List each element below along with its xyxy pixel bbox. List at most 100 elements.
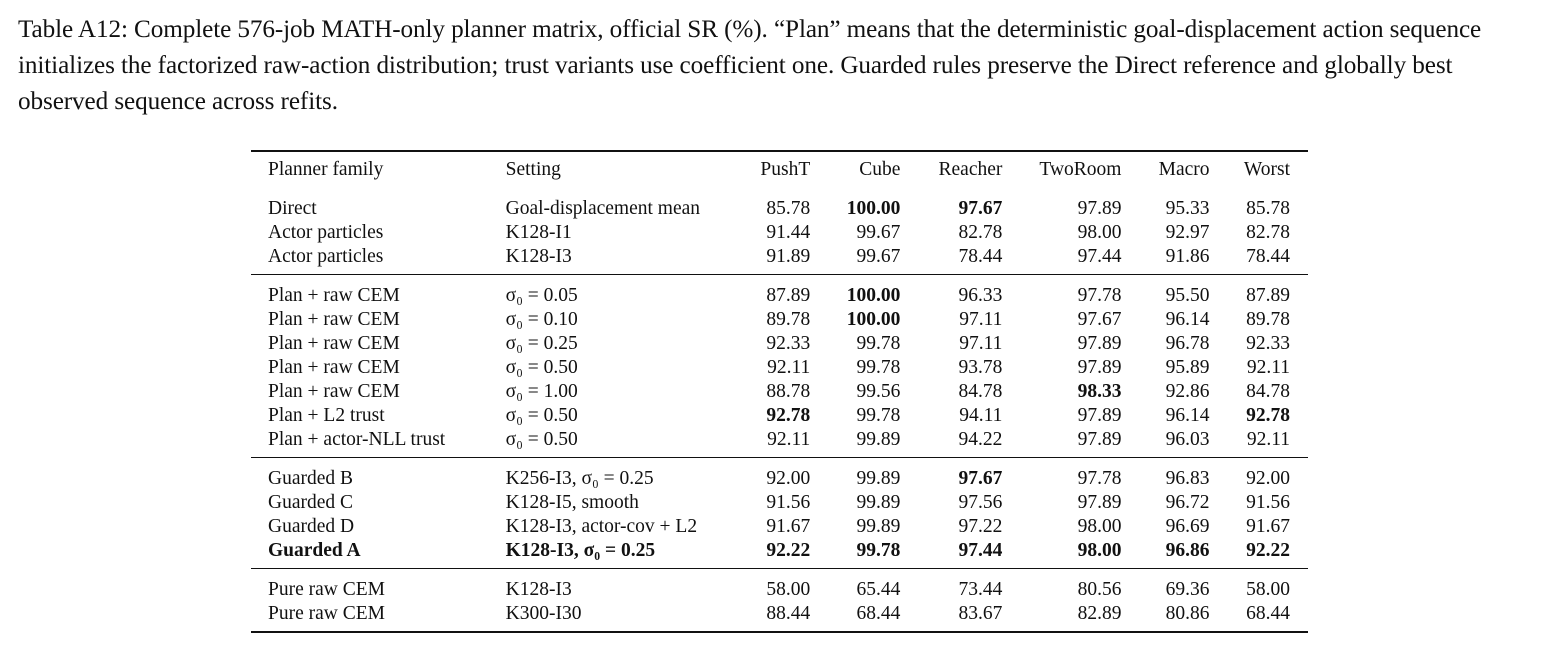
cell-tworoom: 97.89	[1077, 333, 1122, 354]
cell-planner-family: Plan + L2 trust	[268, 405, 385, 426]
cell-tworoom: 97.89	[1077, 405, 1122, 426]
table-header-row: Planner family Setting PushT Cube Reache…	[251, 151, 1308, 188]
table-row: Direct Goal-displacement mean 85.78 100.00 9…	[251, 188, 1308, 221]
cell-reacher: 96.33	[900, 274, 1003, 308]
cell-tworoom: 97.89	[1077, 357, 1122, 378]
cell-tworoom: 98.00	[1077, 516, 1122, 537]
cell-setting: σ₀ = 0.10	[505, 309, 578, 330]
table-row: Actor particles K128-I1 91.44 99.67 82.78 98.…	[251, 221, 1308, 245]
cell-cube: 99.67	[856, 246, 901, 267]
cell-setting: K128-I1	[505, 222, 572, 243]
cell-setting: K128-I3, σ₀ = 0.25	[505, 540, 656, 561]
cell-reacher: 78.44	[958, 246, 1003, 267]
cell-setting: σ₀ = 0.50	[505, 357, 578, 378]
cell-macro: 96.03	[1165, 429, 1210, 450]
cell-reacher: 97.67	[958, 198, 1003, 219]
cell-reacher: 94.11	[959, 405, 1003, 426]
cell-tworoom: 98.00	[1077, 540, 1122, 561]
cell-worst: 85.78	[1246, 198, 1290, 219]
cell-macro: 69.36	[1121, 568, 1210, 602]
cell-macro: 95.33	[1165, 198, 1210, 219]
cell-pusht: 85.78	[766, 198, 811, 219]
table-row: Plan + raw CEM σ₀ = 1.00 88.78 99.56 84.78 98…	[251, 380, 1308, 404]
cell-setting: K128-I5, smooth	[505, 492, 639, 513]
cell-tworoom: 82.89	[1077, 603, 1122, 624]
cell-setting: K256-I3, σ₀ = 0.25	[505, 457, 719, 491]
cell-reacher: 97.44	[958, 540, 1003, 561]
table-row: Pure raw CEM K300-I30 88.44 68.44 83.67 82.89…	[251, 602, 1308, 632]
cell-planner-family: Pure raw CEM	[268, 603, 385, 624]
cell-worst: 92.11	[1246, 357, 1290, 378]
table-body: Direct Goal-displacement mean 85.78 100.00 9…	[251, 188, 1308, 632]
table-row: Plan + raw CEM σ₀ = 0.25 92.33 99.78 97.11 97…	[251, 332, 1308, 356]
table-row: Pure raw CEM K128-I3 58.00 65.44 73.44 80.56 6…	[251, 568, 1308, 602]
cell-pusht: 58.00	[718, 568, 811, 602]
table-row: Actor particles K128-I3 91.89 99.67 78.44 97.…	[251, 245, 1308, 275]
cell-cube: 99.67	[856, 222, 901, 243]
cell-macro: 96.72	[1165, 492, 1210, 513]
cell-worst: 87.89	[1209, 274, 1308, 308]
cell-setting: K128-I3	[505, 568, 719, 602]
cell-tworoom: 98.00	[1077, 222, 1122, 243]
cell-macro: 96.69	[1165, 516, 1210, 537]
cell-worst: 58.00	[1209, 568, 1308, 602]
cell-macro: 91.86	[1165, 246, 1210, 267]
table-row: Plan + L2 trust σ₀ = 0.50 92.78 99.78 94.11 9…	[251, 404, 1308, 428]
cell-reacher: 82.78	[958, 222, 1003, 243]
cell-tworoom: 97.67	[1077, 309, 1122, 330]
cell-reacher: 94.22	[958, 429, 1003, 450]
cell-macro: 80.86	[1165, 603, 1210, 624]
cell-cube: 99.78	[856, 540, 901, 561]
cell-setting: σ₀ = 0.25	[505, 333, 578, 354]
cell-macro: 96.14	[1165, 405, 1210, 426]
cell-worst: 84.78	[1246, 381, 1290, 402]
cell-planner-family: Plan + raw CEM	[251, 274, 506, 308]
cell-pusht: 89.78	[766, 309, 811, 330]
header-pusht: PushT	[760, 159, 811, 180]
cell-reacher: 84.78	[958, 381, 1003, 402]
cell-pusht: 92.00	[718, 457, 811, 491]
cell-pusht: 92.11	[767, 357, 811, 378]
table-row: Guarded C K128-I5, smooth 91.56 99.89 97.56 9…	[251, 491, 1308, 515]
cell-cube: 99.78	[856, 333, 901, 354]
cell-macro: 92.86	[1165, 381, 1210, 402]
cell-macro: 95.50	[1121, 274, 1210, 308]
cell-reacher: 97.11	[959, 309, 1003, 330]
table-row: Plan + actor-NLL trust σ₀ = 0.50 92.11 99.8…	[251, 428, 1308, 458]
cell-cube: 99.89	[856, 516, 901, 537]
cell-pusht: 88.44	[766, 603, 811, 624]
cell-pusht: 88.78	[766, 381, 811, 402]
cell-pusht: 91.89	[766, 246, 811, 267]
cell-pusht: 92.78	[766, 405, 811, 426]
cell-cube: 99.89	[810, 457, 901, 491]
table-row: Guarded A K128-I3, σ₀ = 0.25 92.22 99.78 97.…	[251, 539, 1308, 569]
cell-macro: 96.86	[1165, 540, 1210, 561]
cell-setting: Goal-displacement mean	[505, 198, 701, 219]
cell-planner-family: Plan + raw CEM	[268, 333, 400, 354]
cell-worst: 91.56	[1246, 492, 1290, 513]
cell-reacher: 97.11	[959, 333, 1003, 354]
cell-worst: 68.44	[1246, 603, 1290, 624]
cell-setting: K128-I3, actor-cov + L2	[505, 516, 698, 537]
cell-worst: 92.22	[1246, 540, 1290, 561]
cell-macro: 96.14	[1165, 309, 1210, 330]
cell-worst: 92.00	[1209, 457, 1308, 491]
cell-macro: 95.89	[1165, 357, 1210, 378]
table-row: Plan + raw CEM σ₀ = 0.05 87.89 100.00 96.33 9…	[251, 274, 1308, 308]
cell-pusht: 92.33	[766, 333, 811, 354]
cell-pusht: 91.56	[766, 492, 811, 513]
cell-cube: 99.89	[856, 492, 901, 513]
cell-planner-family: Guarded A	[268, 540, 361, 561]
cell-planner-family: Plan + raw CEM	[268, 357, 400, 378]
cell-worst: 92.78	[1246, 405, 1290, 426]
cell-reacher: 97.22	[958, 516, 1003, 537]
cell-cube: 65.44	[810, 568, 901, 602]
header-cube: Cube	[859, 159, 901, 180]
cell-pusht: 91.44	[766, 222, 811, 243]
header-macro: Macro	[1158, 159, 1210, 180]
cell-cube: 68.44	[856, 603, 901, 624]
cell-tworoom: 80.56	[1002, 568, 1122, 602]
cell-tworoom: 97.89	[1077, 198, 1122, 219]
cell-planner-family: Plan + raw CEM	[268, 309, 400, 330]
cell-worst: 91.67	[1246, 516, 1290, 537]
